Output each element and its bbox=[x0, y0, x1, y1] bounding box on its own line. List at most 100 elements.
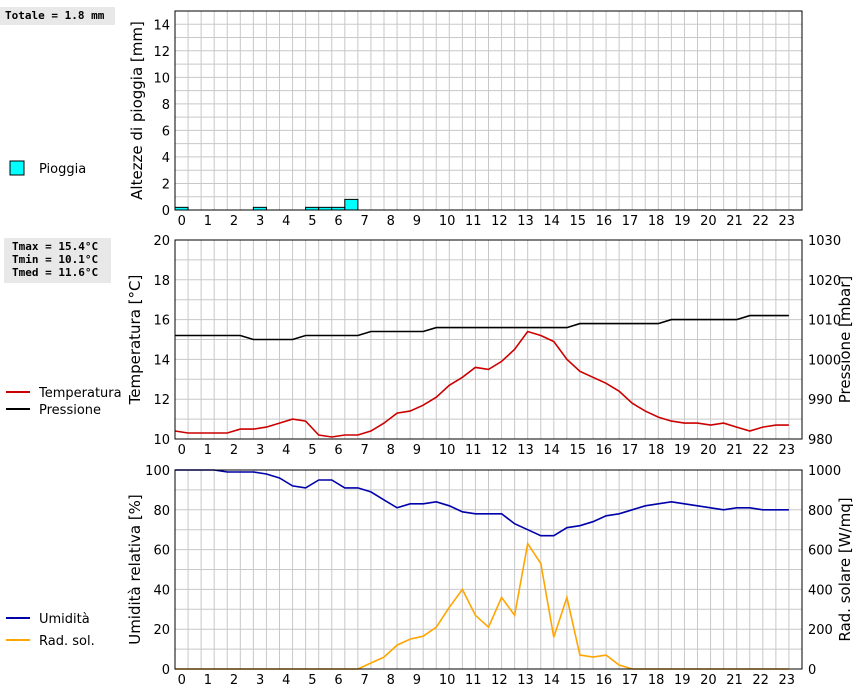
x-tick-label: 14 bbox=[543, 673, 560, 688]
x-tick-label: 9 bbox=[413, 443, 421, 458]
y-tick-label: 18 bbox=[153, 274, 170, 289]
x-tick-label: 16 bbox=[596, 214, 613, 229]
y2-tick-label: 800 bbox=[808, 504, 833, 519]
y2-tick-label: 1000 bbox=[808, 464, 841, 479]
y-tick-label: 80 bbox=[153, 504, 170, 519]
x-tick-label: 23 bbox=[778, 214, 795, 229]
y2-tick-label: 980 bbox=[808, 433, 833, 448]
x-tick-label: 2 bbox=[230, 673, 238, 688]
tmin-text: Tmin = 10.1°C bbox=[12, 253, 99, 266]
x-tick-label: 20 bbox=[700, 443, 717, 458]
x-tick-label: 7 bbox=[360, 673, 368, 688]
chart-panel-1: 0 1 2 3 4 5 6 7 8 9 10 11 12 13 14 15 16 17 18 19 20 21 22 2310… bbox=[6, 234, 854, 458]
rain-bar bbox=[344, 198, 359, 211]
y2-tick-label: 600 bbox=[808, 544, 833, 559]
x-tick-label: 11 bbox=[465, 673, 482, 688]
y2-tick-label: 1020 bbox=[808, 274, 841, 289]
x-tick-label: 7 bbox=[360, 214, 368, 229]
rain-total-box: Totale = 1.8 mm bbox=[0, 7, 115, 25]
x-tick-label: 0 bbox=[178, 443, 186, 458]
x-tick-label: 1 bbox=[204, 214, 212, 229]
x-tick-label: 8 bbox=[387, 443, 395, 458]
y-tick-label: 2 bbox=[162, 177, 170, 192]
x-tick-label: 5 bbox=[308, 673, 316, 688]
y-tick-label: 20 bbox=[153, 234, 170, 249]
plot-frame bbox=[174, 239, 803, 440]
x-tick-label: 17 bbox=[622, 214, 639, 229]
x-tick-label: 22 bbox=[752, 214, 769, 229]
y-tick-label: 100 bbox=[145, 464, 170, 479]
legend-label: Pressione bbox=[39, 403, 101, 418]
chart-panel-0: 0 1 2 3 4 5 6 7 8 9 10 11 12 13 14 15 16 17 18 19 20 21 22 2302… bbox=[9, 10, 803, 229]
x-tick-label: 16 bbox=[596, 673, 613, 688]
x-tick-label: 15 bbox=[569, 673, 586, 688]
x-tick-label: 18 bbox=[648, 673, 665, 688]
x-tick-label: 11 bbox=[465, 214, 482, 229]
y-tick-label: 14 bbox=[153, 353, 170, 368]
x-tick-label: 6 bbox=[334, 673, 342, 688]
x-tick-label: 19 bbox=[674, 443, 691, 458]
x-tick-label: 12 bbox=[491, 214, 508, 229]
y2-axis-label: Rad. solare [W/mq] bbox=[836, 497, 854, 641]
legend-label: Rad. sol. bbox=[39, 634, 95, 649]
legend-label: Temperatura bbox=[38, 386, 122, 401]
x-tick-label: 17 bbox=[622, 673, 639, 688]
rain-total-text: Totale = 1.8 mm bbox=[5, 9, 105, 22]
x-tick-label: 3 bbox=[256, 443, 264, 458]
x-tick-label: 15 bbox=[569, 214, 586, 229]
series-line-pressione bbox=[175, 314, 789, 341]
x-tick-label: 10 bbox=[439, 443, 456, 458]
x-tick-label: 0 bbox=[178, 673, 186, 688]
x-tick-label: 4 bbox=[282, 673, 290, 688]
x-tick-label: 6 bbox=[334, 443, 342, 458]
x-tick-label: 2 bbox=[230, 443, 238, 458]
x-tick-label: 13 bbox=[517, 673, 534, 688]
x-tick-label: 1 bbox=[204, 673, 212, 688]
x-tick-label: 23 bbox=[778, 673, 795, 688]
legend-label: Umidità bbox=[39, 612, 90, 627]
series-line-umidit- bbox=[175, 469, 789, 537]
x-tick-label: 12 bbox=[491, 443, 508, 458]
x-tick-label: 3 bbox=[256, 214, 264, 229]
series-line-rad-sol- bbox=[175, 541, 789, 670]
y2-tick-label: 990 bbox=[808, 393, 833, 408]
x-tick-label: 12 bbox=[491, 673, 508, 688]
x-tick-label: 4 bbox=[282, 214, 290, 229]
y-axis-label: Temperatura [°C] bbox=[126, 275, 144, 406]
chart-panel-2: 0 1 2 3 4 5 6 7 8 9 10 11 12 13 14 15 16 17 18 19 20 21 22 2302… bbox=[6, 464, 854, 688]
y2-tick-label: 200 bbox=[808, 623, 833, 638]
x-tick-label: 19 bbox=[674, 214, 691, 229]
x-tick-label: 17 bbox=[622, 443, 639, 458]
x-tick-label: 14 bbox=[543, 214, 560, 229]
y2-tick-label: 1010 bbox=[808, 314, 841, 329]
x-tick-label: 22 bbox=[752, 673, 769, 688]
y-tick-label: 14 bbox=[153, 18, 170, 33]
y-tick-label: 16 bbox=[153, 314, 170, 329]
x-tick-label: 10 bbox=[439, 673, 456, 688]
x-tick-label: 8 bbox=[387, 214, 395, 229]
x-tick-label: 10 bbox=[439, 214, 456, 229]
y2-tick-label: 0 bbox=[808, 663, 816, 678]
y-axis-label: Altezze di pioggia [mm] bbox=[128, 21, 146, 200]
x-tick-label: 15 bbox=[569, 443, 586, 458]
x-tick-label: 6 bbox=[334, 214, 342, 229]
tmax-text: Tmax = 15.4°C bbox=[12, 240, 99, 253]
x-tick-label: 5 bbox=[308, 443, 316, 458]
x-tick-label: 16 bbox=[596, 443, 613, 458]
x-tick-label: 23 bbox=[778, 443, 795, 458]
x-tick-label: 19 bbox=[674, 673, 691, 688]
x-tick-label: 2 bbox=[230, 214, 238, 229]
x-tick-label: 18 bbox=[648, 214, 665, 229]
x-tick-label: 4 bbox=[282, 443, 290, 458]
y2-tick-label: 1030 bbox=[808, 234, 841, 249]
y-axis-label: Umidità relativa [%] bbox=[126, 494, 144, 645]
legend-swatch bbox=[9, 160, 25, 176]
y2-tick-label: 400 bbox=[808, 583, 833, 598]
plot-frame bbox=[174, 469, 803, 670]
y-tick-label: 0 bbox=[162, 204, 170, 219]
x-tick-label: 7 bbox=[360, 443, 368, 458]
temp-summary-box: Tmax = 15.4°C Tmin = 10.1°C Tmed = 11.6°… bbox=[4, 238, 111, 283]
x-tick-label: 18 bbox=[648, 443, 665, 458]
x-tick-label: 5 bbox=[308, 214, 316, 229]
